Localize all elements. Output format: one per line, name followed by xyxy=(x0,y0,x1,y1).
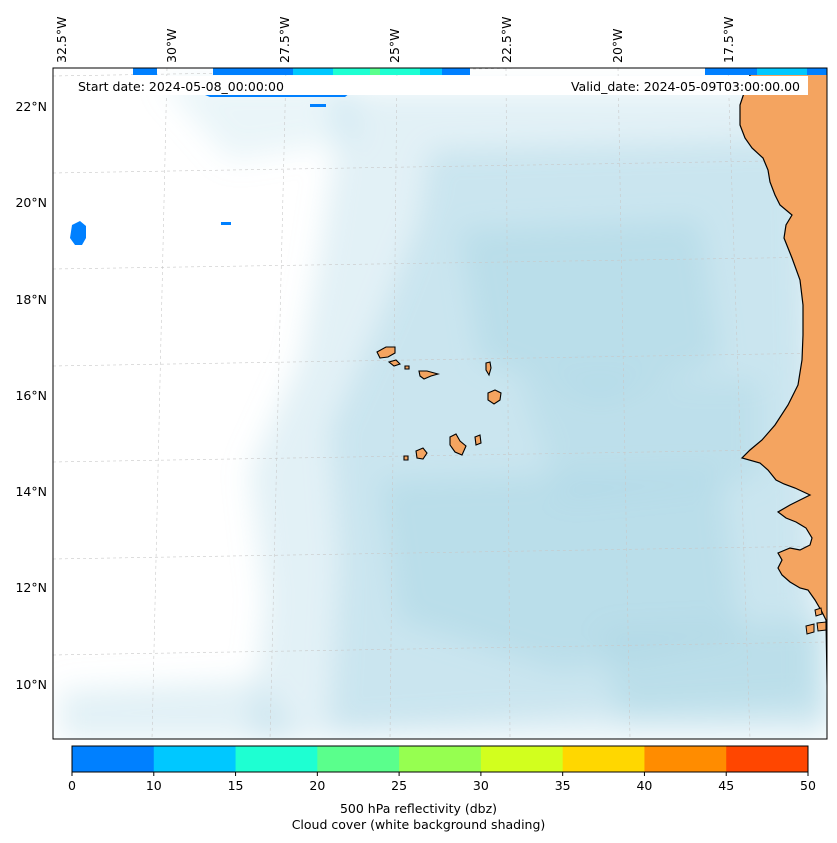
lon-label: 20°W xyxy=(610,28,625,63)
cloud-cover-shading xyxy=(60,80,827,739)
colorbar-tick-label: 20 xyxy=(309,778,325,793)
island-brava xyxy=(403,455,409,461)
colorbar-segment xyxy=(726,746,809,772)
island-sao-nicolau xyxy=(418,370,441,380)
lon-label: 25°W xyxy=(387,28,402,63)
colorbar-segment xyxy=(562,746,645,772)
gridlines xyxy=(53,68,827,739)
colorbar-segment xyxy=(72,746,155,772)
lon-label: 32.5°W xyxy=(54,17,69,63)
lat-label: 12°N xyxy=(15,580,47,595)
colorbar-tick-label: 0 xyxy=(68,778,76,793)
colorbar: 0 10 15 20 25 30 35 40 45 50 xyxy=(68,745,816,793)
africa-coastline xyxy=(739,68,827,717)
colorbar-tick-label: 35 xyxy=(555,778,571,793)
colorbar-tick-label: 45 xyxy=(718,778,734,793)
lon-label: 22.5°W xyxy=(499,17,514,63)
lat-label: 14°N xyxy=(15,484,47,499)
longitude-axis-labels: 32.5°W 30°W 27.5°W 25°W 22.5°W 20°W 17.5… xyxy=(54,17,736,63)
colorbar-border xyxy=(71,745,809,773)
colorbar-subtitle: Cloud cover (white background shading) xyxy=(291,817,546,832)
cape-verde-islands xyxy=(376,346,502,461)
island-sao-vicente xyxy=(387,359,402,367)
colorbar-title: 500 hPa reflectivity (dbz) xyxy=(339,801,498,816)
colorbar-segment xyxy=(399,746,482,772)
island-maio xyxy=(474,434,482,446)
lat-label: 18°N xyxy=(15,292,47,307)
island-sal xyxy=(485,361,492,377)
colorbar-tick-label: 10 xyxy=(146,778,162,793)
lat-label: 20°N xyxy=(15,195,47,210)
colorbar-segment xyxy=(480,746,564,772)
island-fogo xyxy=(415,447,428,460)
lon-label: 27.5°W xyxy=(277,17,292,63)
island-boa-vista xyxy=(487,389,502,405)
start-date-label: Start date: 2024-05-08_00:00:00 xyxy=(78,79,284,94)
island-santa-luzia xyxy=(404,365,410,370)
colorbar-tick-label: 50 xyxy=(800,778,816,793)
colorbar-tick-label: 15 xyxy=(228,778,244,793)
lat-label: 16°N xyxy=(15,388,47,403)
lon-label: 30°W xyxy=(164,28,179,63)
colorbar-tick-label: 40 xyxy=(636,778,652,793)
lat-label: 10°N xyxy=(15,677,47,692)
colorbar-segment xyxy=(317,746,400,772)
island-santiago xyxy=(449,433,467,456)
date-info-box: Start date: 2024-05-08_00:00:00 Valid_da… xyxy=(72,76,808,95)
island-santo-antao xyxy=(376,346,396,359)
bijagos-islands xyxy=(805,607,827,635)
colorbar-segment xyxy=(644,746,727,772)
colorbar-tick-label: 25 xyxy=(391,778,407,793)
colorbar-segment xyxy=(235,746,318,772)
colorbar-tick-label: 30 xyxy=(473,778,489,793)
lon-label: 17.5°W xyxy=(721,17,736,63)
valid-date-label: Valid_date: 2024-05-09T03:00:00.00 xyxy=(571,79,800,94)
lat-label: 22°N xyxy=(15,99,47,114)
colorbar-segment xyxy=(153,746,237,772)
map-panel: Start date: 2024-05-08_00:00:00 Valid_da… xyxy=(52,67,828,740)
latitude-axis-labels: 22°N 20°N 18°N 16°N 14°N 12°N 10°N xyxy=(15,99,47,692)
